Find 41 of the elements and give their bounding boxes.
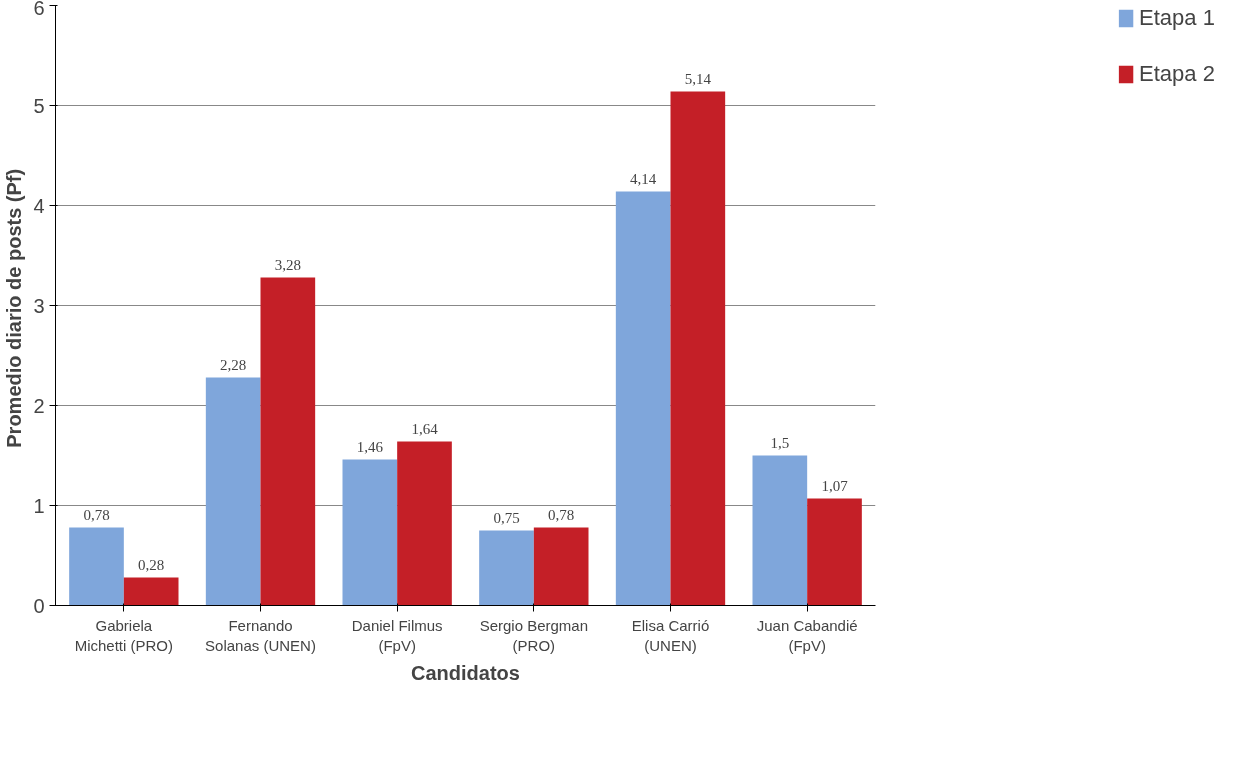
bar [752,455,808,606]
x-axis-title: Candidatos [411,661,520,684]
bar [670,91,726,606]
data-label: 0,78 [83,506,110,523]
data-label: 0,75 [493,509,520,526]
y-tick-label: 6 [33,0,45,19]
bar [205,377,261,606]
y-tick-label: 2 [33,394,45,417]
data-label: 2,28 [220,356,247,373]
y-tick-label: 0 [33,594,45,617]
data-label: 1,64 [411,420,439,437]
x-tick-label: Gabriela Michetti (PRO) [74,616,174,654]
x-tick-label: Sergio Bergman (PRO) [479,616,589,654]
bar [807,498,862,606]
data-label: 5,14 [684,70,712,87]
data-label: 1,5 [770,434,790,451]
data-label: 1,46 [356,438,384,455]
bar [342,459,398,606]
x-tick-label: Daniel Filmus (FpV) [351,616,443,654]
bar [123,577,179,606]
bar [533,527,589,606]
legend-label: Etapa 2 [1139,61,1215,87]
data-label: 3,28 [274,256,301,273]
data-label: 4,14 [630,170,657,187]
bar [615,191,671,606]
bar [479,530,534,606]
y-tick-label: 1 [33,494,45,517]
data-label: 0,78 [548,506,575,523]
bar [69,527,124,606]
y-tick-label: 5 [33,94,45,117]
bar [260,277,316,606]
bar [397,441,452,606]
y-tick-label: 4 [33,194,45,217]
x-tick-label: Elisa Carrió (UNEN) [631,616,710,654]
data-label: 1,07 [821,477,849,494]
x-tick-label: Juan Cabandié (FpV) [756,616,858,654]
x-tick-label: Fernando Solanas (UNEN) [205,616,316,654]
y-axis-title: Promedio diario de posts (Pf) [3,168,26,448]
data-label: 0,28 [138,556,165,573]
y-tick-label: 3 [33,294,45,317]
legend-label: Etapa 1 [1139,5,1215,31]
